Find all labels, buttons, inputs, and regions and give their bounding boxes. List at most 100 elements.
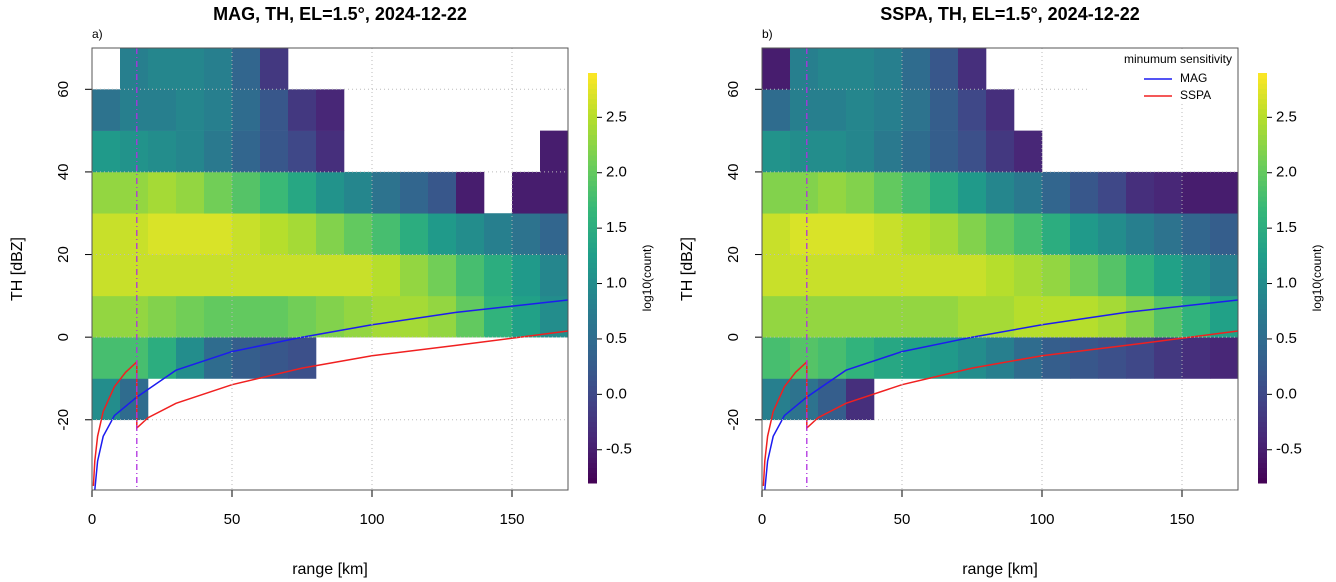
heatmap-cell (120, 254, 149, 297)
heatmap-cell (316, 254, 345, 297)
heatmap-cell (930, 213, 959, 255)
colorbar-swatch (588, 319, 597, 325)
colorbar-swatch (588, 401, 597, 407)
heatmap-cell (1042, 337, 1071, 379)
heatmap-cell (1098, 295, 1127, 338)
colorbar-swatch (1258, 349, 1267, 356)
panel-label: a) (92, 27, 103, 41)
colorbar-swatch (588, 303, 597, 310)
legend-label: SSPA (1180, 88, 1211, 102)
heatmap-cell (288, 337, 317, 379)
heatmap-cell (846, 213, 875, 255)
colorbar-swatch (1258, 298, 1267, 305)
colorbar-tick-label: 0.0 (606, 385, 627, 402)
heatmap-cell (400, 171, 429, 214)
heatmap-cell (1042, 254, 1071, 297)
colorbar-swatch (1258, 78, 1267, 84)
heatmap-cell (204, 213, 233, 255)
colorbar-swatch (588, 201, 597, 207)
colorbar-swatch (588, 272, 597, 279)
heatmap-cell (92, 171, 121, 214)
x-tick-label: 150 (1169, 511, 1194, 528)
heatmap-cell (428, 213, 457, 255)
heatmap-cell (1210, 171, 1238, 214)
colorbar-swatch (1258, 119, 1267, 125)
colorbar-swatch (588, 170, 597, 176)
heatmap-cell (1042, 213, 1071, 255)
colorbar-swatch (1258, 303, 1267, 310)
heatmap-cell (902, 171, 931, 214)
heatmap-cell (288, 295, 317, 338)
heatmap-cell (512, 254, 541, 297)
heatmap-cell (484, 254, 513, 297)
heatmap-cell (1098, 337, 1127, 379)
sensitivity-line (94, 299, 568, 490)
heatmap-cell (148, 337, 177, 379)
heatmap-cell (1070, 254, 1099, 297)
heatmap-cell (92, 130, 121, 173)
colorbar-swatch (588, 344, 597, 351)
colorbar-swatch (588, 298, 597, 305)
heatmap-cell (456, 171, 485, 214)
colorbar-swatch (588, 160, 597, 166)
colorbar-swatch (1258, 375, 1267, 381)
heatmap-cell (818, 337, 847, 379)
heatmap-cell (428, 254, 457, 297)
colorbar-swatch (588, 380, 597, 387)
colorbar-swatch (588, 139, 597, 146)
heatmap-cell (958, 171, 987, 214)
colorbar-swatch (1258, 477, 1267, 484)
colorbar-swatch (588, 175, 597, 182)
colorbar-swatch (588, 406, 597, 412)
heatmap-cell (148, 171, 177, 214)
heatmap-cell (986, 213, 1015, 255)
heatmap-cell (372, 213, 401, 255)
heatmap-cell (986, 254, 1015, 297)
heatmap-cell (540, 130, 568, 173)
colorbar-swatch (1258, 462, 1267, 469)
chart-title: MAG, TH, EL=1.5°, 2024-12-22 (213, 4, 467, 24)
heatmap-cell (818, 378, 847, 421)
heatmap-cell (762, 213, 791, 255)
colorbar-swatch (1258, 436, 1267, 443)
heatmap-cell (790, 213, 819, 255)
heatmap-cell (344, 213, 373, 255)
colorbar-swatch (1258, 390, 1267, 397)
heatmap-cell (232, 337, 261, 379)
heatmap-cell (958, 337, 987, 379)
heatmap-cell (1182, 254, 1211, 297)
heatmap-cell (986, 337, 1015, 379)
heatmap-cell (818, 213, 847, 255)
heatmap-cell (176, 130, 205, 173)
x-tick-label: 50 (894, 511, 911, 528)
heatmap-cell (958, 89, 987, 131)
heatmap-cell (1014, 130, 1043, 173)
colorbar-swatch (1258, 329, 1267, 335)
colorbar-swatch (588, 144, 597, 151)
heatmap-cell (344, 171, 373, 214)
heatmap-cell (176, 337, 205, 379)
sensitivity-line (764, 299, 1238, 490)
heatmap-cell (958, 130, 987, 173)
heatmap-cell (846, 89, 875, 131)
colorbar-swatch (1258, 165, 1267, 171)
heatmap-cell (762, 337, 791, 379)
heatmap-cell (874, 337, 903, 379)
heatmap-cell (540, 254, 568, 297)
heatmap-cell (316, 89, 345, 131)
heatmap-cell (428, 171, 457, 214)
colorbar-swatch (588, 395, 597, 402)
heatmap-cell (902, 130, 931, 173)
colorbar-swatch (588, 283, 597, 289)
heatmap-cell (316, 213, 345, 255)
y-tick-label: 0 (725, 333, 742, 341)
colorbar-swatch (588, 88, 597, 94)
heatmap-cell (986, 130, 1015, 173)
heatmap-cell (428, 295, 457, 338)
colorbar-swatch (588, 262, 597, 269)
colorbar-swatch (1258, 354, 1267, 361)
heatmap-cell (148, 89, 177, 131)
y-tick-label: 20 (725, 246, 742, 263)
heatmap-cell (288, 130, 317, 173)
colorbar-tick-label: 1.0 (606, 275, 627, 292)
